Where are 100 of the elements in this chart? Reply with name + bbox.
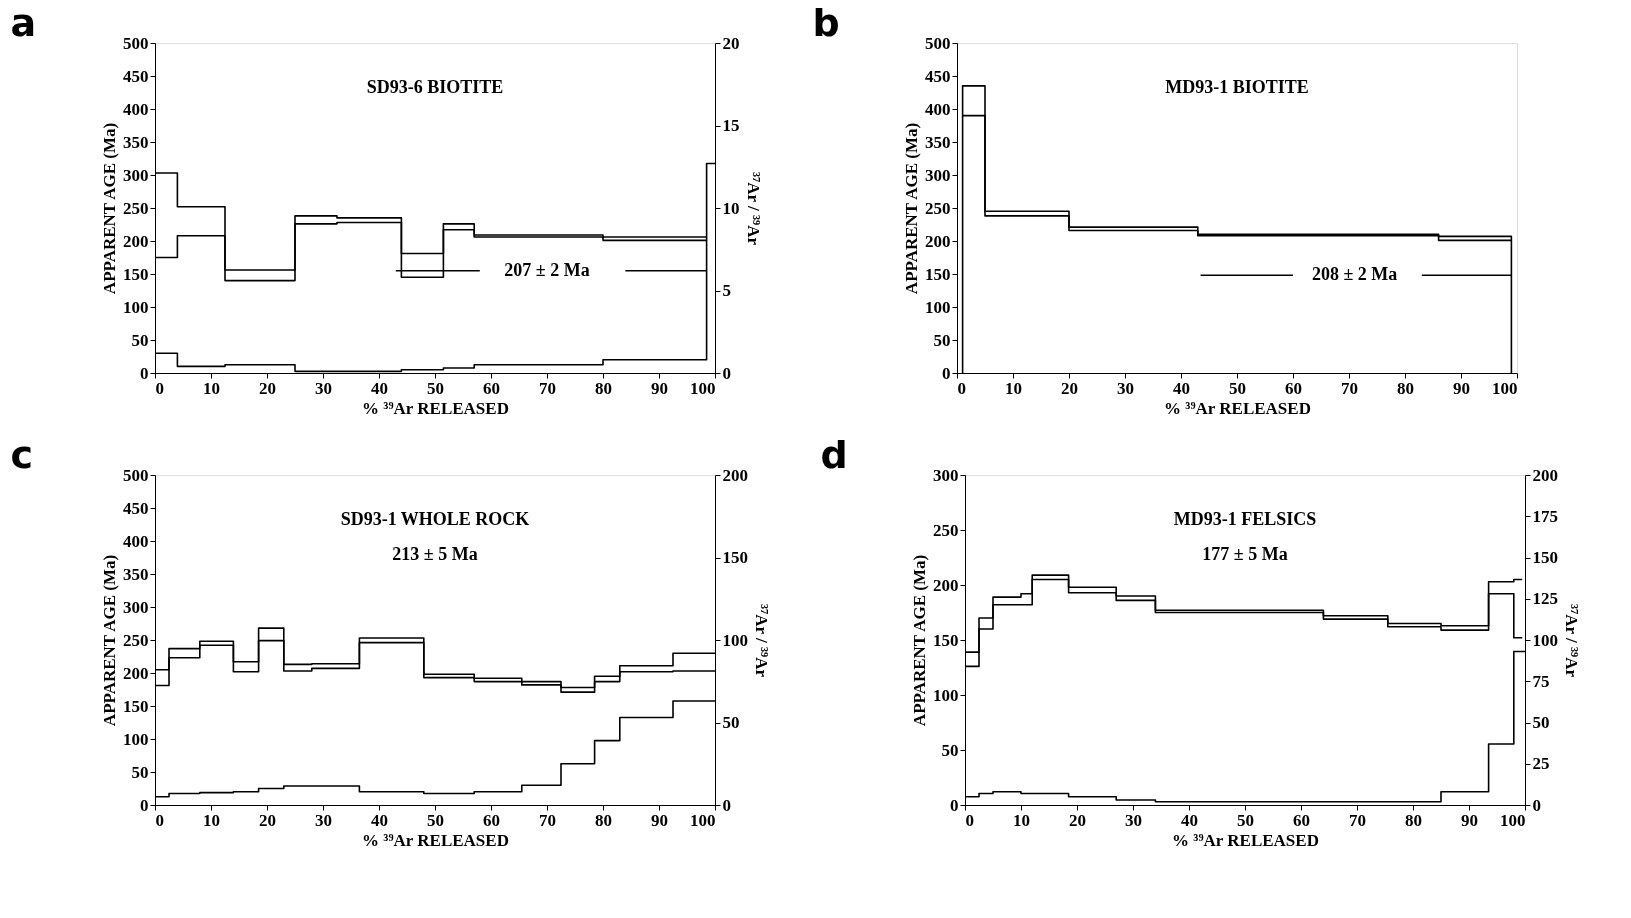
y2-tick-label: 100 [722, 630, 748, 650]
text: MD93-1 FELSICS [1173, 509, 1317, 529]
x-tick-label: 0 [155, 378, 164, 398]
annotation: 208 ± 2 Ma [1311, 264, 1398, 285]
x-tick-label: 60 [483, 810, 500, 830]
y-tick-label: 50 [131, 330, 149, 350]
y2-tick-label: 25 [1532, 754, 1550, 774]
x-tick-label: 40 [371, 378, 388, 398]
x-tick-label: 0 [155, 810, 164, 830]
chart-title: b [812, 1, 840, 45]
y2-tick-label: 125 [1532, 589, 1558, 609]
y-tick-label: 400 [123, 531, 149, 551]
y-tick-label: 150 [933, 630, 959, 650]
x-tick-label: 30 [1117, 378, 1134, 398]
y2-tick-label: 100 [1532, 630, 1558, 650]
chart-title: d [820, 433, 848, 477]
y-tick-label: 50 [933, 330, 951, 350]
y-tick-label: 0 [140, 795, 149, 815]
y-tick-label: 150 [123, 264, 149, 284]
y2-tick-label: 75 [1532, 671, 1550, 691]
chart-title: a [10, 1, 37, 45]
x-tick-label: 20 [259, 810, 276, 830]
x-tick-label: 100 [690, 378, 716, 398]
x-tick-label: 10 [203, 810, 220, 830]
y-tick-label: 100 [925, 297, 951, 317]
y-tick-label: 500 [123, 465, 149, 485]
y-tick-label: 250 [925, 198, 951, 218]
y-tick-label: 200 [925, 231, 951, 251]
x-tick-label: 100 [690, 810, 716, 830]
y2-tick-label: 200 [722, 465, 748, 485]
y-tick-label: 0 [140, 363, 149, 383]
x-tick-label: 60 [1285, 378, 1302, 398]
y-tick-label: 150 [925, 264, 951, 284]
y-tick-label: 350 [123, 564, 149, 584]
y-tick-label: 300 [925, 165, 951, 185]
y2-tick-label: 50 [1532, 713, 1550, 732]
y-axis-title: APPARENT AGE (Ma) [100, 554, 119, 727]
y-axis-title: APPARENT AGE (Ma) [910, 554, 929, 727]
y2-tick-label: 150 [722, 548, 748, 567]
y2-tick-label: 20 [722, 33, 740, 53]
y2-tick-label: 200 [1532, 465, 1558, 485]
x-tick-label: 60 [483, 378, 500, 398]
y-tick-label: 350 [123, 132, 149, 152]
x-tick-label: 70 [1349, 810, 1366, 830]
y2-tick-label: 150 [1532, 548, 1558, 567]
x-tick-label: 50 [1237, 810, 1254, 830]
x-axis-title: % ³⁹Ar RELEASED [362, 398, 509, 418]
text: SD93-6 BIOTITE [366, 77, 504, 97]
x-tick-label: 90 [651, 378, 668, 398]
x-axis-title: % ³⁹Ar RELEASED [1172, 830, 1319, 850]
x-tick-label: 90 [651, 810, 668, 830]
y-tick-label: 300 [123, 165, 149, 185]
x-tick-label: 30 [315, 810, 332, 830]
y-tick-label: 200 [123, 663, 149, 683]
annotation: 213 ± 5 Ma [392, 544, 478, 564]
x-tick-label: 50 [1229, 378, 1246, 398]
chart-title: c [10, 433, 34, 477]
x-tick-label: 90 [1461, 810, 1478, 830]
y-tick-label: 200 [933, 575, 959, 595]
y-axis-title: APPARENT AGE (Ma) [902, 122, 921, 295]
x-tick-label: 70 [1341, 378, 1358, 398]
y2-tick-label: 0 [722, 795, 731, 815]
y2-tick-label: 5 [722, 281, 731, 300]
x-tick-label: 90 [1453, 378, 1470, 398]
y-tick-label: 300 [123, 597, 149, 617]
y-tick-label: 50 [131, 762, 149, 782]
x-tick-label: 0 [965, 810, 974, 830]
x-tick-label: 10 [1013, 810, 1030, 830]
y-tick-label: 350 [925, 132, 951, 152]
annotation: 177 ± 5 Ma [1202, 544, 1288, 564]
y-tick-label: 450 [925, 66, 951, 86]
y-tick-label: 500 [925, 33, 951, 53]
y2-tick-label: 0 [1532, 795, 1541, 815]
x-axis-title: % ³⁹Ar RELEASED [1164, 398, 1311, 418]
y-tick-label: 0 [950, 795, 959, 815]
y2-axis-title: ³⁷Ar / ³⁹Ar [1562, 604, 1581, 678]
y-tick-label: 100 [123, 297, 149, 317]
y2-tick-label: 10 [722, 198, 740, 218]
y-tick-label: 100 [123, 729, 149, 749]
x-tick-label: 30 [1125, 810, 1142, 830]
y-tick-label: 450 [123, 498, 149, 518]
y-tick-label: 450 [123, 66, 149, 86]
x-tick-label: 70 [539, 378, 556, 398]
x-tick-label: 80 [595, 378, 612, 398]
y-tick-label: 400 [925, 99, 951, 119]
x-tick-label: 80 [595, 810, 612, 830]
y-axis-title: APPARENT AGE (Ma) [100, 122, 119, 295]
x-tick-label: 80 [1405, 810, 1422, 830]
x-axis-title: % ³⁹Ar RELEASED [362, 830, 509, 850]
x-tick-label: 80 [1397, 378, 1414, 398]
x-tick-label: 40 [371, 810, 388, 830]
text: MD93-1 BIOTITE [1165, 77, 1309, 97]
y-tick-label: 0 [942, 363, 951, 383]
x-tick-label: 50 [427, 378, 444, 398]
x-tick-label: 40 [1181, 810, 1198, 830]
y2-tick-label: 50 [722, 713, 740, 732]
y2-tick-label: 15 [722, 116, 740, 135]
annotation: 207 ± 2 Ma [504, 259, 590, 280]
y2-axis-title: ³⁷Ar / ³⁹Ar [743, 172, 763, 246]
y-tick-label: 250 [123, 630, 149, 650]
